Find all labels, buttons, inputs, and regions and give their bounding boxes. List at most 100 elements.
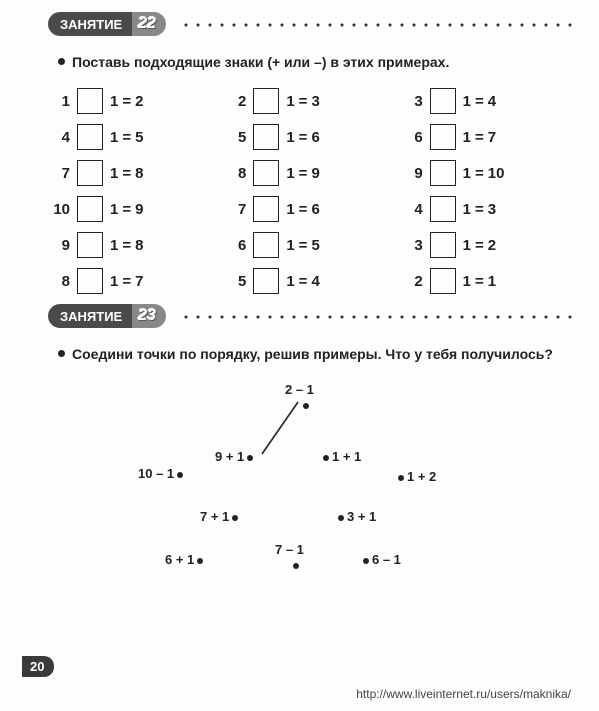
task-text-content: Поставь подходящие знаки (+ или –) в эти… xyxy=(72,54,449,70)
dot-point: 6 – 1 xyxy=(360,552,401,567)
equation: 91 = 8 xyxy=(50,232,216,258)
equation: 101 = 9 xyxy=(50,196,216,222)
header-dots xyxy=(180,315,579,319)
result: 9 xyxy=(135,201,143,218)
operand-a: 8 xyxy=(50,273,70,290)
dot-point: 2 – 1 xyxy=(285,382,314,412)
result: 6 xyxy=(311,201,319,218)
equals: = xyxy=(299,129,308,146)
equals: = xyxy=(475,273,484,290)
lesson-23-task: Соедини точки по порядку, решив примеры.… xyxy=(72,346,559,362)
result: 4 xyxy=(311,273,319,290)
answer-box[interactable] xyxy=(430,196,456,222)
answer-box[interactable] xyxy=(430,160,456,186)
dot-point: 3 + 1 xyxy=(335,509,376,524)
equals: = xyxy=(122,129,131,146)
operand-b: 1 xyxy=(110,165,118,182)
operand-a: 5 xyxy=(226,129,246,146)
header-dots xyxy=(180,23,579,27)
operand-a: 8 xyxy=(226,165,246,182)
answer-box[interactable] xyxy=(77,268,103,294)
operand-b: 1 xyxy=(110,93,118,110)
equation: 61 = 5 xyxy=(226,232,392,258)
dot-icon xyxy=(398,475,404,481)
operand-a: 7 xyxy=(226,201,246,218)
result: 7 xyxy=(135,273,143,290)
answer-box[interactable] xyxy=(430,124,456,150)
result: 1 xyxy=(488,273,496,290)
dot-point: 6 + 1 xyxy=(165,552,206,567)
answer-box[interactable] xyxy=(253,88,279,114)
dot-icon xyxy=(293,563,299,569)
answer-box[interactable] xyxy=(430,88,456,114)
equals: = xyxy=(122,165,131,182)
answer-box[interactable] xyxy=(253,196,279,222)
equals: = xyxy=(122,201,131,218)
point-label: 1 + 2 xyxy=(407,469,436,484)
operand-b: 1 xyxy=(463,273,471,290)
result: 10 xyxy=(488,165,505,182)
page-number-badge: 20 xyxy=(22,656,54,677)
problems-grid: 11 = 221 = 331 = 441 = 551 = 661 = 771 =… xyxy=(50,88,569,294)
result: 3 xyxy=(311,93,319,110)
answer-box[interactable] xyxy=(253,124,279,150)
equals: = xyxy=(299,273,308,290)
operand-b: 1 xyxy=(110,201,118,218)
dot-icon xyxy=(323,455,329,461)
operand-a: 4 xyxy=(403,201,423,218)
dot-point: 9 + 1 xyxy=(215,449,256,464)
answer-box[interactable] xyxy=(77,160,103,186)
operand-b: 1 xyxy=(286,201,294,218)
equation: 4 1 = 5 xyxy=(50,124,216,150)
equation: 11 = 2 xyxy=(50,88,216,114)
lesson-23-pill: ЗАНЯТИЕ 23 xyxy=(48,304,166,328)
operand-b: 1 xyxy=(286,165,294,182)
lesson-23-header: ЗАНЯТИЕ 23 xyxy=(0,304,599,332)
answer-box[interactable] xyxy=(253,160,279,186)
result: 8 xyxy=(135,165,143,182)
result: 2 xyxy=(135,93,143,110)
operand-a: 9 xyxy=(403,165,423,182)
answer-box[interactable] xyxy=(430,232,456,258)
operand-b: 1 xyxy=(463,237,471,254)
operand-a: 2 xyxy=(403,273,423,290)
answer-box[interactable] xyxy=(253,232,279,258)
answer-box[interactable] xyxy=(430,268,456,294)
dot-icon xyxy=(363,558,369,564)
operand-a: 5 xyxy=(226,273,246,290)
equation: 31 = 4 xyxy=(403,88,569,114)
lesson-label: ЗАНЯТИЕ xyxy=(48,304,132,328)
operand-b: 1 xyxy=(286,273,294,290)
operand-a: 9 xyxy=(50,237,70,254)
result: 5 xyxy=(135,129,143,146)
operand-b: 1 xyxy=(463,93,471,110)
point-label: 3 + 1 xyxy=(347,509,376,524)
equation: 91 = 10 xyxy=(403,160,569,186)
equals: = xyxy=(475,129,484,146)
answer-box[interactable] xyxy=(77,196,103,222)
equals: = xyxy=(475,237,484,254)
equals: = xyxy=(122,237,131,254)
equals: = xyxy=(475,201,484,218)
lesson-number: 23 xyxy=(132,304,166,328)
equation: 51 = 6 xyxy=(226,124,392,150)
operand-a: 4 xyxy=(50,129,70,146)
operand-b: 1 xyxy=(110,129,118,146)
dot-icon xyxy=(303,403,309,409)
answer-box[interactable] xyxy=(77,124,103,150)
lesson-number: 22 xyxy=(132,12,166,36)
dot-point: 7 + 1 xyxy=(200,509,241,524)
dot-icon xyxy=(177,472,183,478)
lesson-22-pill: ЗАНЯТИЕ 22 xyxy=(48,12,166,36)
operand-b: 1 xyxy=(286,93,294,110)
dot-point: 10 – 1 xyxy=(138,466,186,481)
answer-box[interactable] xyxy=(77,232,103,258)
operand-a: 1 xyxy=(50,93,70,110)
answer-box[interactable] xyxy=(77,88,103,114)
operand-a: 6 xyxy=(403,129,423,146)
result: 2 xyxy=(488,237,496,254)
point-label: 2 – 1 xyxy=(285,382,314,397)
result: 4 xyxy=(488,93,496,110)
dot-icon xyxy=(232,515,238,521)
answer-box[interactable] xyxy=(253,268,279,294)
